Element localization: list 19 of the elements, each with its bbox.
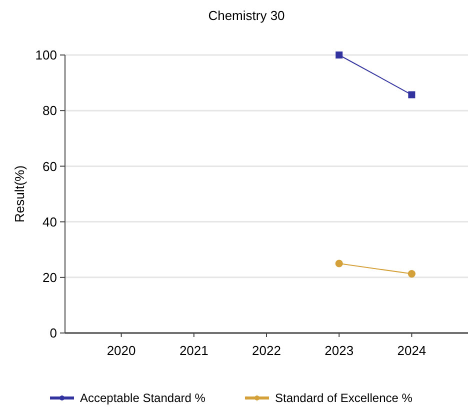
x-tick-label: 2023 — [324, 343, 354, 358]
y-tick-label: 100 — [35, 48, 57, 63]
y-tick-label: 0 — [50, 326, 57, 341]
x-tick-label: 2021 — [179, 343, 208, 358]
x-tick-label: 2024 — [397, 343, 426, 358]
legend-label: Acceptable Standard % — [80, 391, 206, 406]
chart-title: Chemistry 30 — [208, 8, 285, 23]
point — [335, 260, 343, 268]
y-tick-label: 20 — [42, 270, 57, 285]
y-axis-title: Result(%) — [12, 165, 27, 223]
y-tick-label: 60 — [42, 158, 57, 174]
x-tick-label: 2022 — [252, 343, 281, 358]
y-tick-label: 80 — [42, 103, 57, 118]
point — [408, 270, 416, 278]
point — [408, 91, 416, 98]
point — [336, 52, 343, 58]
legend-label: Standard of Excellence % — [275, 391, 413, 406]
x-tick-label: 2020 — [106, 343, 136, 358]
y-tick-label: 40 — [42, 214, 57, 230]
